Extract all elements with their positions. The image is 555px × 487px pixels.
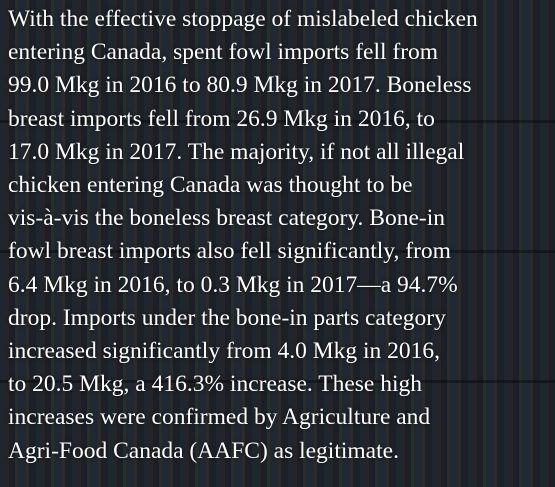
background-band xyxy=(0,250,555,253)
text-line: increases were confirmed by Agriculture … xyxy=(8,404,431,431)
text-line: Agri-Food Canada (AAFC) as legitimate. xyxy=(8,437,399,464)
text-line: breast imports fell from 26.9 Mkg in 201… xyxy=(8,105,435,132)
paragraph: With the effective stoppage of mislabele… xyxy=(8,3,555,468)
text-line: With the effective stoppage of mislabele… xyxy=(8,6,478,32)
text-line: 17.0 Mkg in 2017. The majority, if not a… xyxy=(8,138,465,165)
text-line: fowl breast imports also fell significan… xyxy=(8,238,451,265)
text-line: drop. Imports under the bone-in parts ca… xyxy=(8,304,446,331)
text-line: 6.4 Mkg in 2016, to 0.3 Mkg in 2017—a 94… xyxy=(8,271,458,298)
text-line: increased significantly from 4.0 Mkg in … xyxy=(8,338,441,365)
text-line: 99.0 Mkg in 2016 to 80.9 Mkg in 2017. Bo… xyxy=(8,72,472,99)
background-band xyxy=(0,120,555,123)
text-line: vis-à-vis the boneless breast category. … xyxy=(8,205,446,232)
text-line: to 20.5 Mkg, a 416.3% increase. These hi… xyxy=(8,371,422,398)
text-line: entering Canada, spent fowl imports fell… xyxy=(8,39,439,66)
background-band xyxy=(0,380,555,383)
text-line: chicken entering Canada was thought to b… xyxy=(8,172,413,199)
